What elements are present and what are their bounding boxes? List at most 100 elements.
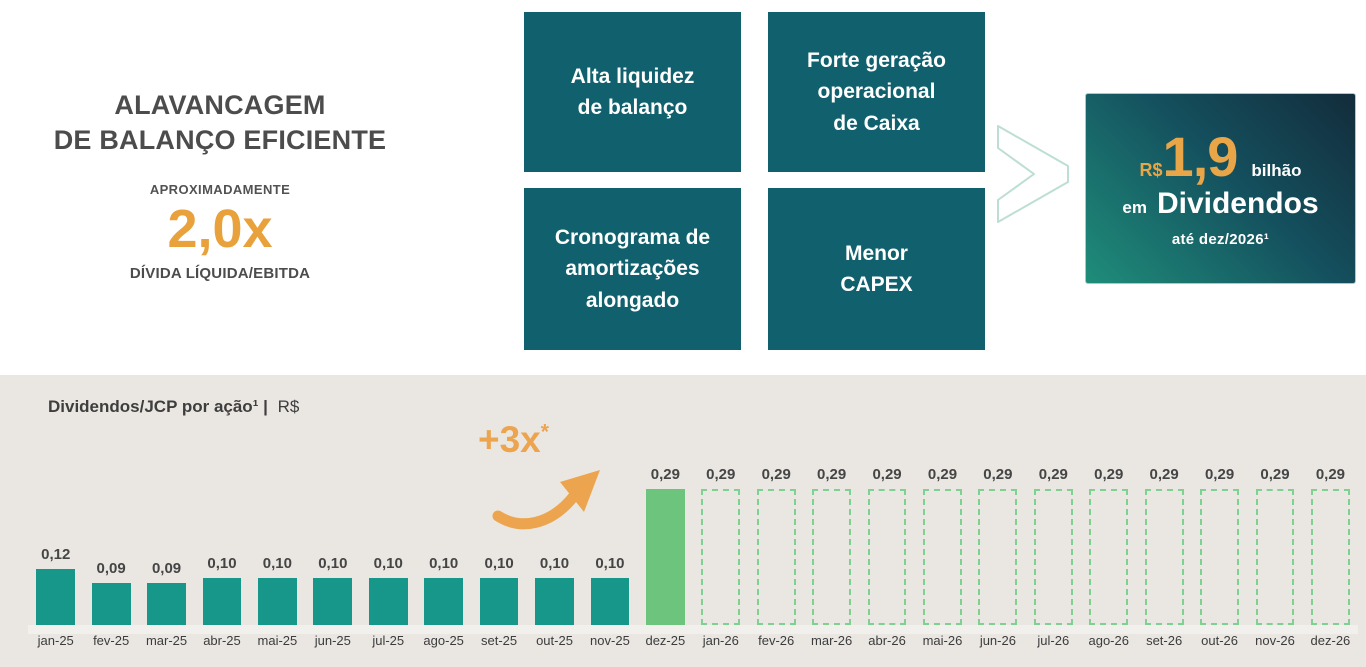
x-axis-label: ago-26 <box>1088 632 1129 648</box>
chart-column: 0,10 jun-25 <box>305 430 360 655</box>
dividends-deadline: até dez/2026¹ <box>1171 231 1270 248</box>
page-title-line1: ALAVANCAGEM <box>114 90 326 120</box>
bar-mai-26 <box>923 489 962 625</box>
chart-column: 0,29 jun-26 <box>970 430 1025 655</box>
bar-value-label: 0,29 <box>872 466 902 483</box>
x-axis-label: nov-26 <box>1255 632 1295 648</box>
chart-column: 0,10 mai-25 <box>250 430 305 655</box>
bar-jan-25 <box>36 569 76 625</box>
bar-value-label: 0,10 <box>262 555 292 572</box>
bar-value-label: 0,29 <box>983 466 1013 483</box>
bar-jan-26 <box>701 489 741 625</box>
chart-column: 0,10 nov-25 <box>582 430 637 655</box>
chart-column: 0,29 fev-26 <box>748 430 803 655</box>
bar-set-26 <box>1144 489 1184 625</box>
bar-value-label: 0,10 <box>484 555 514 572</box>
page-title-line2: DE BALANÇO EFICIENTE <box>53 125 387 155</box>
x-axis-label: jun-25 <box>314 632 351 648</box>
bar-dez-25 <box>645 489 685 625</box>
x-axis-label: nov-25 <box>590 632 630 648</box>
bar-set-25 <box>479 578 519 625</box>
bar-nov-25 <box>590 578 630 625</box>
chart-column: 0,29 mai-26 <box>915 430 970 655</box>
bar-value-label: 0,29 <box>1149 466 1179 483</box>
bar-abr-25 <box>202 578 242 625</box>
dividends-label-line: em Dividendos <box>1122 187 1318 221</box>
bar-value-label: 0,29 <box>817 466 847 483</box>
chart-column: 0,29 dez-25 <box>638 430 693 655</box>
chart-column: 0,29 ago-26 <box>1081 430 1136 655</box>
bar-fev-26 <box>756 489 796 625</box>
x-axis-label: mai-25 <box>257 632 298 648</box>
chart-column: 0,29 out-26 <box>1192 430 1247 655</box>
bar-value-label: 0,29 <box>927 466 958 483</box>
bar-value-label: 0,29 <box>1038 466 1068 483</box>
bar-value-label: 0,29 <box>706 466 736 483</box>
dividends-amount-line: R$ 1,9 bilhão <box>1140 129 1302 185</box>
bar-jul-25 <box>368 578 408 625</box>
chart-column: 0,10 ago-25 <box>416 430 471 655</box>
bar-value-label: 0,10 <box>539 555 570 572</box>
bar-value-label: 0,29 <box>1315 466 1346 483</box>
bar-ago-26 <box>1089 489 1129 625</box>
chart-column: 0,10 abr-25 <box>194 430 249 655</box>
bar-value-label: 0,09 <box>151 560 182 577</box>
bar-jun-25 <box>313 578 353 625</box>
x-axis-label: fev-25 <box>93 632 130 648</box>
driver-box-liquidity: Alta liquidez de balanço <box>524 12 741 172</box>
x-axis-label: set-26 <box>1146 632 1183 648</box>
x-axis-label: jun-26 <box>979 632 1016 648</box>
growth-annotation: +3x* <box>478 419 549 461</box>
chart-column: 0,09 mar-25 <box>139 430 194 655</box>
chart-column: 0,29 set-26 <box>1136 430 1191 655</box>
bar-chart: 0,12 jan-25 0,09 fev-25 0,09 mar-25 0,10 abr-25… <box>28 430 1358 655</box>
driver-box-cash-generation: Forte geração operacional de Caixa <box>768 12 985 172</box>
x-axis-label: fev-26 <box>758 632 795 648</box>
bar-value-label: 0,29 <box>1094 466 1124 483</box>
bar-value-label: 0,29 <box>761 466 791 483</box>
bar-fev-25 <box>91 583 131 625</box>
bar-jun-26 <box>978 489 1018 625</box>
chart-column: 0,29 jan-26 <box>693 430 748 655</box>
curved-arrow-icon <box>492 470 600 530</box>
leverage-summary: ALAVANCAGEM DE BALANÇO EFICIENTE APROXIM… <box>20 88 420 282</box>
dividends-preposition: em <box>1122 198 1147 217</box>
chart-column: 0,29 mar-26 <box>804 430 859 655</box>
x-axis-label: ago-25 <box>423 632 464 648</box>
x-axis-label: out-26 <box>1201 632 1238 648</box>
chart-column: 0,29 dez-26 <box>1303 430 1358 655</box>
bar-dez-26 <box>1311 489 1350 625</box>
chart-title-unit: R$ <box>277 397 300 416</box>
bar-value-label: 0,29 <box>1204 466 1235 483</box>
bar-jul-26 <box>1033 489 1073 625</box>
dividends-highlight-card: R$ 1,9 bilhão em Dividendos até dez/2026… <box>1085 93 1356 284</box>
x-axis-label: mar-26 <box>811 632 853 648</box>
leverage-metric-label: DÍVIDA LÍQUIDA/EBITDA <box>129 265 311 282</box>
chart-column: 0,29 abr-26 <box>859 430 914 655</box>
x-axis-label: set-25 <box>481 632 518 648</box>
x-axis-label: mai-26 <box>922 632 963 648</box>
chart-column: 0,09 fev-25 <box>83 430 138 655</box>
driver-box-capex: Menor CAPEX <box>768 188 985 350</box>
leverage-multiple-value: 2,0x <box>167 199 273 259</box>
bar-value-label: 0,12 <box>41 546 71 563</box>
dividends-unit: bilhão <box>1251 161 1302 180</box>
x-axis-label: jan-26 <box>702 632 739 648</box>
bar-value-label: 0,10 <box>318 555 348 572</box>
bar-out-25 <box>535 578 574 625</box>
chart-title: Dividendos/JCP por ação¹ | R$ <box>48 397 299 417</box>
bar-value-label: 0,10 <box>429 555 459 572</box>
x-axis-label: jan-25 <box>37 632 74 648</box>
growth-annotation-footnote-mark: * <box>540 420 549 444</box>
bar-value-label: 0,09 <box>96 560 126 577</box>
driver-boxes-grid: Alta liquidez de balanço Forte geração o… <box>524 12 985 350</box>
bar-out-26 <box>1200 489 1239 625</box>
chart-column: 0,10 jul-25 <box>361 430 416 655</box>
x-axis-label: out-25 <box>536 632 573 648</box>
approx-label: APROXIMADAMENTE <box>149 182 291 197</box>
chart-column: 0,29 nov-26 <box>1247 430 1302 655</box>
bar-mar-26 <box>812 489 851 625</box>
bar-ago-25 <box>424 578 464 625</box>
bar-value-label: 0,10 <box>207 555 237 572</box>
